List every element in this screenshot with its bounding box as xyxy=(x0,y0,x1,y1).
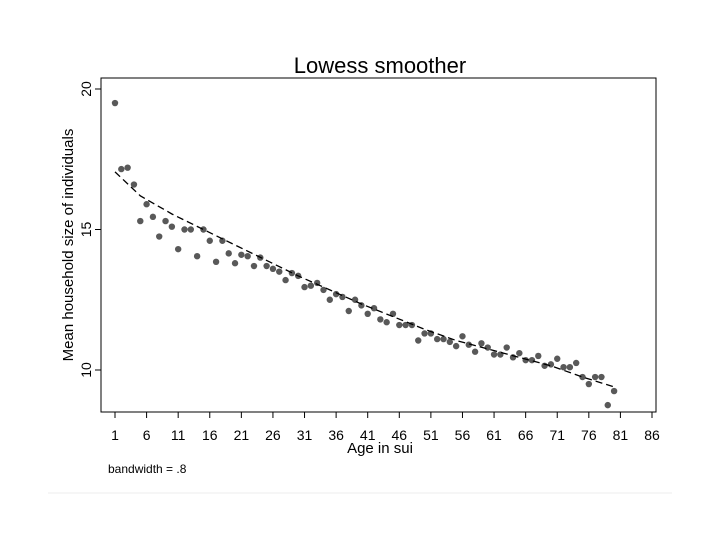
data-point-18 xyxy=(225,250,232,257)
data-point-15 xyxy=(206,237,213,244)
x-tick-label-16: 81 xyxy=(613,427,629,443)
data-point-4 xyxy=(137,217,144,225)
data-point-56 xyxy=(465,341,472,348)
y-tick-label-1: 15 xyxy=(78,222,94,238)
data-point-76 xyxy=(591,373,599,381)
y-axis-label: Mean household size of individuals xyxy=(60,129,77,362)
x-tick-label-8: 41 xyxy=(360,427,376,443)
data-point-43 xyxy=(383,319,390,326)
data-point-52 xyxy=(440,335,447,343)
data-point-71 xyxy=(560,363,567,371)
x-tick-label-5: 26 xyxy=(265,427,281,443)
data-point-13 xyxy=(193,252,201,260)
plot-frame xyxy=(100,77,657,413)
data-point-8 xyxy=(162,217,169,225)
data-point-12 xyxy=(187,226,195,233)
data-point-27 xyxy=(282,276,289,284)
data-point-69 xyxy=(547,361,555,368)
data-point-53 xyxy=(446,338,454,346)
data-point-1 xyxy=(118,165,125,173)
data-point-3 xyxy=(130,181,138,188)
data-point-5 xyxy=(143,201,150,208)
y-tick-label-2: 20 xyxy=(78,81,94,97)
data-point-40 xyxy=(364,310,371,317)
data-point-70 xyxy=(554,355,561,362)
data-point-31 xyxy=(307,282,315,289)
x-tick-label-2: 11 xyxy=(171,427,186,443)
data-point-7 xyxy=(156,233,163,240)
data-point-58 xyxy=(478,340,485,347)
data-point-2 xyxy=(124,164,131,171)
data-point-55 xyxy=(459,333,466,340)
data-point-11 xyxy=(181,226,188,233)
data-point-30 xyxy=(301,283,308,291)
data-point-25 xyxy=(269,265,277,273)
lowess-line-group xyxy=(114,171,615,388)
data-point-14 xyxy=(200,226,207,233)
data-point-77 xyxy=(598,373,605,381)
x-tick-label-9: 46 xyxy=(392,427,408,443)
data-point-9 xyxy=(168,223,176,230)
data-point-49 xyxy=(421,330,428,337)
data-point-33 xyxy=(320,286,327,294)
data-point-22 xyxy=(250,262,258,270)
x-tick-label-10: 51 xyxy=(423,427,439,443)
data-point-20 xyxy=(238,251,245,258)
x-tick-label-4: 21 xyxy=(234,427,250,443)
y-tick-label-0: 10 xyxy=(78,362,94,378)
x-tick-label-12: 61 xyxy=(486,427,502,443)
data-point-67 xyxy=(535,352,542,360)
data-point-45 xyxy=(396,321,403,329)
data-point-24 xyxy=(263,262,270,270)
x-tick-label-0: 1 xyxy=(111,427,119,443)
data-point-75 xyxy=(585,380,593,388)
x-tick-label-6: 31 xyxy=(297,427,313,443)
data-point-16 xyxy=(212,258,220,266)
data-point-19 xyxy=(231,260,239,267)
x-tick-label-13: 66 xyxy=(518,427,534,443)
data-point-51 xyxy=(434,335,441,343)
x-tick-label-17: 86 xyxy=(644,427,660,443)
x-tick-label-14: 71 xyxy=(549,427,565,443)
data-point-41 xyxy=(370,304,378,312)
data-point-66 xyxy=(528,356,536,364)
data-point-78 xyxy=(604,401,611,409)
data-point-57 xyxy=(471,348,479,355)
data-point-60 xyxy=(490,351,498,358)
data-point-73 xyxy=(572,359,580,367)
x-tick-label-3: 16 xyxy=(202,427,218,443)
lowess-line xyxy=(114,171,615,388)
x-tick-label-11: 56 xyxy=(455,427,471,443)
bandwidth-note: bandwidth = .8 xyxy=(108,462,187,476)
data-point-21 xyxy=(244,252,251,260)
chart-title: Lowess smoother xyxy=(294,53,466,78)
data-point-72 xyxy=(566,363,574,371)
y-axis: 10 15 20 xyxy=(78,81,101,378)
data-point-48 xyxy=(415,337,422,344)
data-point-10 xyxy=(174,245,182,253)
x-tick-label-7: 36 xyxy=(328,427,344,443)
data-point-54 xyxy=(452,342,460,350)
x-tick-label-1: 6 xyxy=(143,427,151,443)
scatter-points xyxy=(111,99,618,409)
data-point-6 xyxy=(149,213,157,221)
data-point-0 xyxy=(111,99,119,107)
data-point-42 xyxy=(377,316,384,323)
data-point-34 xyxy=(326,296,333,303)
data-point-79 xyxy=(610,387,618,395)
data-point-46 xyxy=(402,321,409,329)
x-axis-label: Age in sui xyxy=(347,440,413,457)
data-point-37 xyxy=(345,307,352,315)
data-point-59 xyxy=(484,344,491,351)
x-tick-label-15: 76 xyxy=(581,427,597,443)
data-point-35 xyxy=(332,290,340,298)
data-point-17 xyxy=(219,237,226,244)
data-point-28 xyxy=(288,269,296,277)
x-axis: 1 6 11 16 21 26 31 36 41 46 51 56 61 66 71 76 81 86 xyxy=(111,412,660,443)
data-point-62 xyxy=(503,344,510,351)
data-point-26 xyxy=(276,268,283,275)
data-point-74 xyxy=(579,373,586,381)
data-point-64 xyxy=(516,349,523,357)
